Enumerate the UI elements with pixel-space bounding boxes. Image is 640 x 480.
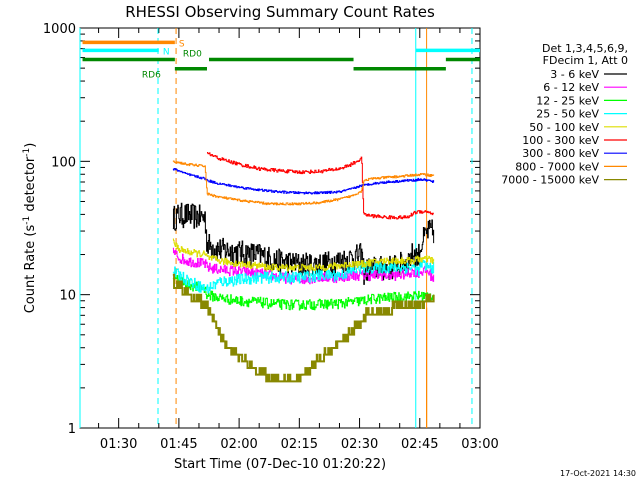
x-tick-label: 01:30	[100, 437, 137, 452]
x-tick-label: 03:00	[461, 437, 498, 452]
y-axis-label-sup1: -1	[22, 216, 32, 225]
legend-label: 100 - 300 keV	[522, 134, 599, 147]
legend-label: 50 - 100 keV	[529, 121, 599, 134]
legend-label: 7000 - 15000 keV	[501, 174, 599, 187]
data-series	[172, 152, 435, 428]
y-axis-label-part3: )	[23, 143, 38, 148]
x-tick-label: 02:00	[220, 437, 257, 452]
y-tick-labels: 1 10 100 1000	[43, 22, 76, 437]
series-line	[206, 152, 434, 220]
series-7	[172, 160, 435, 206]
series-line	[172, 160, 435, 206]
series-line	[172, 168, 435, 195]
chart-title: RHESSI Observing Summary Count Rates	[125, 3, 435, 21]
legend-label: 300 - 800 keV	[522, 147, 599, 160]
series-6	[172, 168, 435, 195]
flag-label-s: S	[179, 39, 185, 49]
series-line	[172, 273, 435, 383]
series-0	[172, 202, 435, 285]
y-axis-label-sup2: -1	[22, 148, 32, 157]
legend: Det 1,3,4,5,6,9, FDecim 1, Att 0 3 - 6 k…	[501, 42, 628, 187]
legend-label: 800 - 7000 keV	[515, 160, 599, 173]
footer-timestamp: 17-Oct-2021 14:30	[560, 469, 636, 478]
x-tick-label: 02:30	[341, 437, 378, 452]
x-axis-label: Start Time (07-Dec-10 01:20:22)	[174, 457, 386, 472]
y-tick-label: 10	[59, 289, 76, 304]
series-5	[206, 152, 434, 220]
series-8	[172, 273, 435, 383]
flag-label-rd0: RD0	[183, 50, 202, 60]
y-tick-label: 1000	[43, 22, 76, 37]
legend-label: 6 - 12 keV	[543, 81, 599, 94]
x-tick-label: 02:45	[401, 437, 438, 452]
series-2	[172, 275, 435, 311]
legend-label: 12 - 25 keV	[536, 94, 599, 107]
x-tick-label: 01:45	[160, 437, 197, 452]
series-4	[172, 238, 435, 272]
series-line	[172, 238, 435, 272]
legend-header-line2: FDecim 1, Att 0	[543, 54, 628, 67]
flag-label-n: N	[163, 47, 170, 57]
flag-bars: SN RD0 RD6	[82, 39, 480, 81]
y-tick-label: 100	[51, 155, 76, 170]
tick-marks	[80, 27, 480, 429]
legend-label: 3 - 6 keV	[550, 68, 599, 81]
x-tick-label: 02:15	[281, 437, 318, 452]
flag-label-rd6: RD6	[142, 71, 161, 81]
series-line	[172, 260, 435, 294]
y-tick-label: 1	[68, 422, 76, 437]
vertical-markers	[79, 28, 473, 428]
y-axis-label-part1: Count Rate (s	[23, 225, 38, 314]
legend-header-line1: Det 1,3,4,5,6,9,	[542, 42, 628, 55]
legend-label: 25 - 50 keV	[536, 108, 599, 121]
series-line	[172, 275, 435, 311]
series-line	[172, 202, 435, 285]
x-tick-labels: 01:30 01:45 02:00 02:15 02:30 02:45 03:00	[100, 437, 499, 452]
series-line	[172, 247, 435, 285]
y-axis-label-part2: detector	[23, 156, 38, 216]
series-1	[172, 247, 435, 285]
plot-frame	[79, 27, 481, 429]
series-3	[172, 260, 435, 294]
y-axis-label: Count Rate (s-1 detector-1)	[22, 143, 38, 314]
